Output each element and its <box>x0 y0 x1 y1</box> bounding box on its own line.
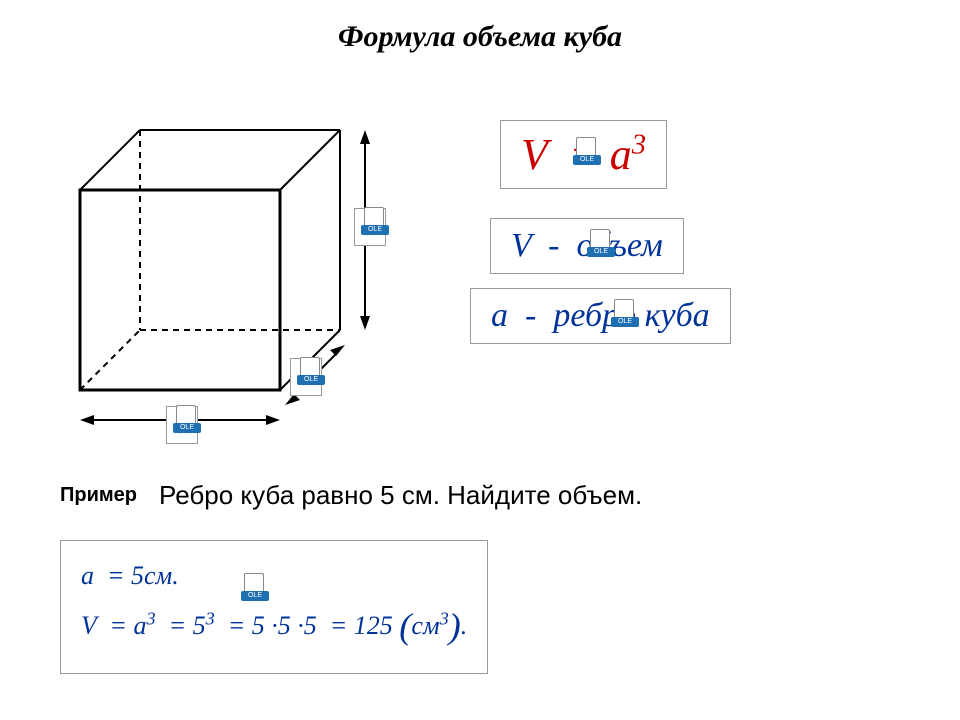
edge-label-bottom-front: a <box>166 406 198 444</box>
sol-unit: см <box>144 561 172 590</box>
example-label: Пример <box>60 484 137 507</box>
sol2-5: 5 <box>193 611 206 640</box>
edge-a-text: a <box>363 211 377 242</box>
formula-volume-def: V - объем <box>490 218 684 274</box>
sol2-exp: 3 <box>440 608 449 628</box>
sol2-eq: = <box>228 611 246 640</box>
example-row: Пример Ребро куба равно 5 см. Найдите об… <box>60 480 900 511</box>
formula-main: V = a3 <box>500 120 667 189</box>
def-dash: - <box>525 297 536 334</box>
solution-box: a = 5см. V = a3 = 53 = 5 ·5 ·5 = 125 (см… <box>60 540 488 674</box>
formula-exp: 3 <box>632 129 646 160</box>
sol2-lparen: ( <box>399 606 411 646</box>
edge-label-bottom-back: a <box>290 358 322 396</box>
formula-V: V <box>521 130 547 179</box>
solution-line1: a = 5см. <box>81 555 467 597</box>
edge-a-text: a <box>175 409 189 440</box>
def-V: V <box>511 227 531 264</box>
page-title: Формула объема куба <box>0 20 960 54</box>
edge-a-text: a <box>299 361 313 392</box>
sol2-a: a <box>133 611 146 640</box>
cube-diagram: a a a <box>60 100 400 440</box>
def-dash: - <box>548 227 559 264</box>
def-word: объем <box>576 227 662 264</box>
def-word: ребро куба <box>553 297 709 334</box>
sol2-exp: 3 <box>206 608 215 628</box>
edge-label-right: a <box>354 208 386 246</box>
sol2-V: V <box>81 611 96 640</box>
formula-a: a <box>610 130 632 179</box>
sol2-unit: см <box>411 611 439 640</box>
sol-a: a <box>81 561 94 590</box>
formula-eq: = <box>569 130 599 179</box>
sol2-eq: = <box>169 611 187 640</box>
sol2-eq: = <box>109 611 127 640</box>
example-text: Ребро куба равно 5 см. Найдите объем. <box>159 480 642 511</box>
sol2-result: 125 <box>354 611 393 640</box>
solution-line2: V = a3 = 53 = 5 ·5 ·5 = 125 (см3). <box>81 597 467 655</box>
sol-eq: = <box>107 561 125 590</box>
sol2-exp: 3 <box>146 608 155 628</box>
sol-dot: . <box>172 561 179 590</box>
sol-val: 5 <box>131 561 144 590</box>
sol2-dot: . <box>461 611 468 640</box>
def-a: a <box>491 297 508 334</box>
formula-edge-def: a - ребро куба <box>470 288 731 344</box>
sol2-rparen: ) <box>449 606 461 646</box>
sol2-prod: 5 ·5 ·5 <box>252 611 317 640</box>
sol2-eq: = <box>330 611 348 640</box>
